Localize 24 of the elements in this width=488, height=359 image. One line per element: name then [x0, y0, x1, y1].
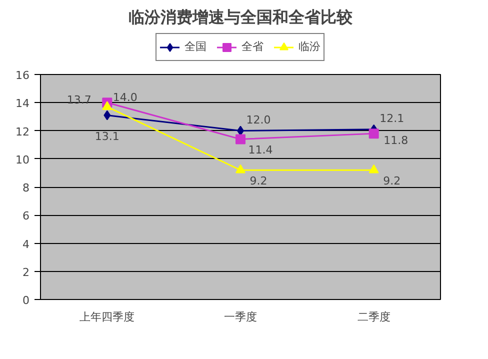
- data-label: 13.1: [94, 130, 120, 143]
- y-tick-label: 14: [16, 97, 30, 110]
- y-tick-label: 0: [22, 294, 30, 307]
- x-tick-label: 二季度: [357, 310, 390, 324]
- data-label: 12.0: [246, 113, 271, 126]
- data-label: 11.4: [248, 144, 273, 157]
- y-tick-label: 8: [22, 182, 30, 194]
- x-tick-label: 一季度: [224, 310, 257, 324]
- data-label: 9.2: [250, 174, 268, 188]
- data-label: 9.2: [383, 174, 401, 188]
- x-tick-label: 上年四季度: [80, 310, 135, 324]
- legend-label: 全国: [184, 39, 206, 54]
- legend-label: 临汾: [298, 39, 320, 54]
- y-tick-label: 6: [22, 210, 30, 223]
- data-label: 12.1: [380, 112, 404, 125]
- y-tick-label: 2: [22, 266, 30, 279]
- y-tick-label: 12: [16, 125, 30, 138]
- y-tick-label: 16: [16, 69, 30, 82]
- legend-label: 全省: [242, 39, 264, 54]
- y-tick-label: 4: [22, 238, 30, 251]
- chart-title: 临汾消费增速与全国和全省比较: [128, 8, 354, 26]
- y-tick-label: 10: [16, 153, 30, 166]
- data-label: 14.0: [112, 91, 138, 104]
- data-label: 11.8: [384, 134, 408, 148]
